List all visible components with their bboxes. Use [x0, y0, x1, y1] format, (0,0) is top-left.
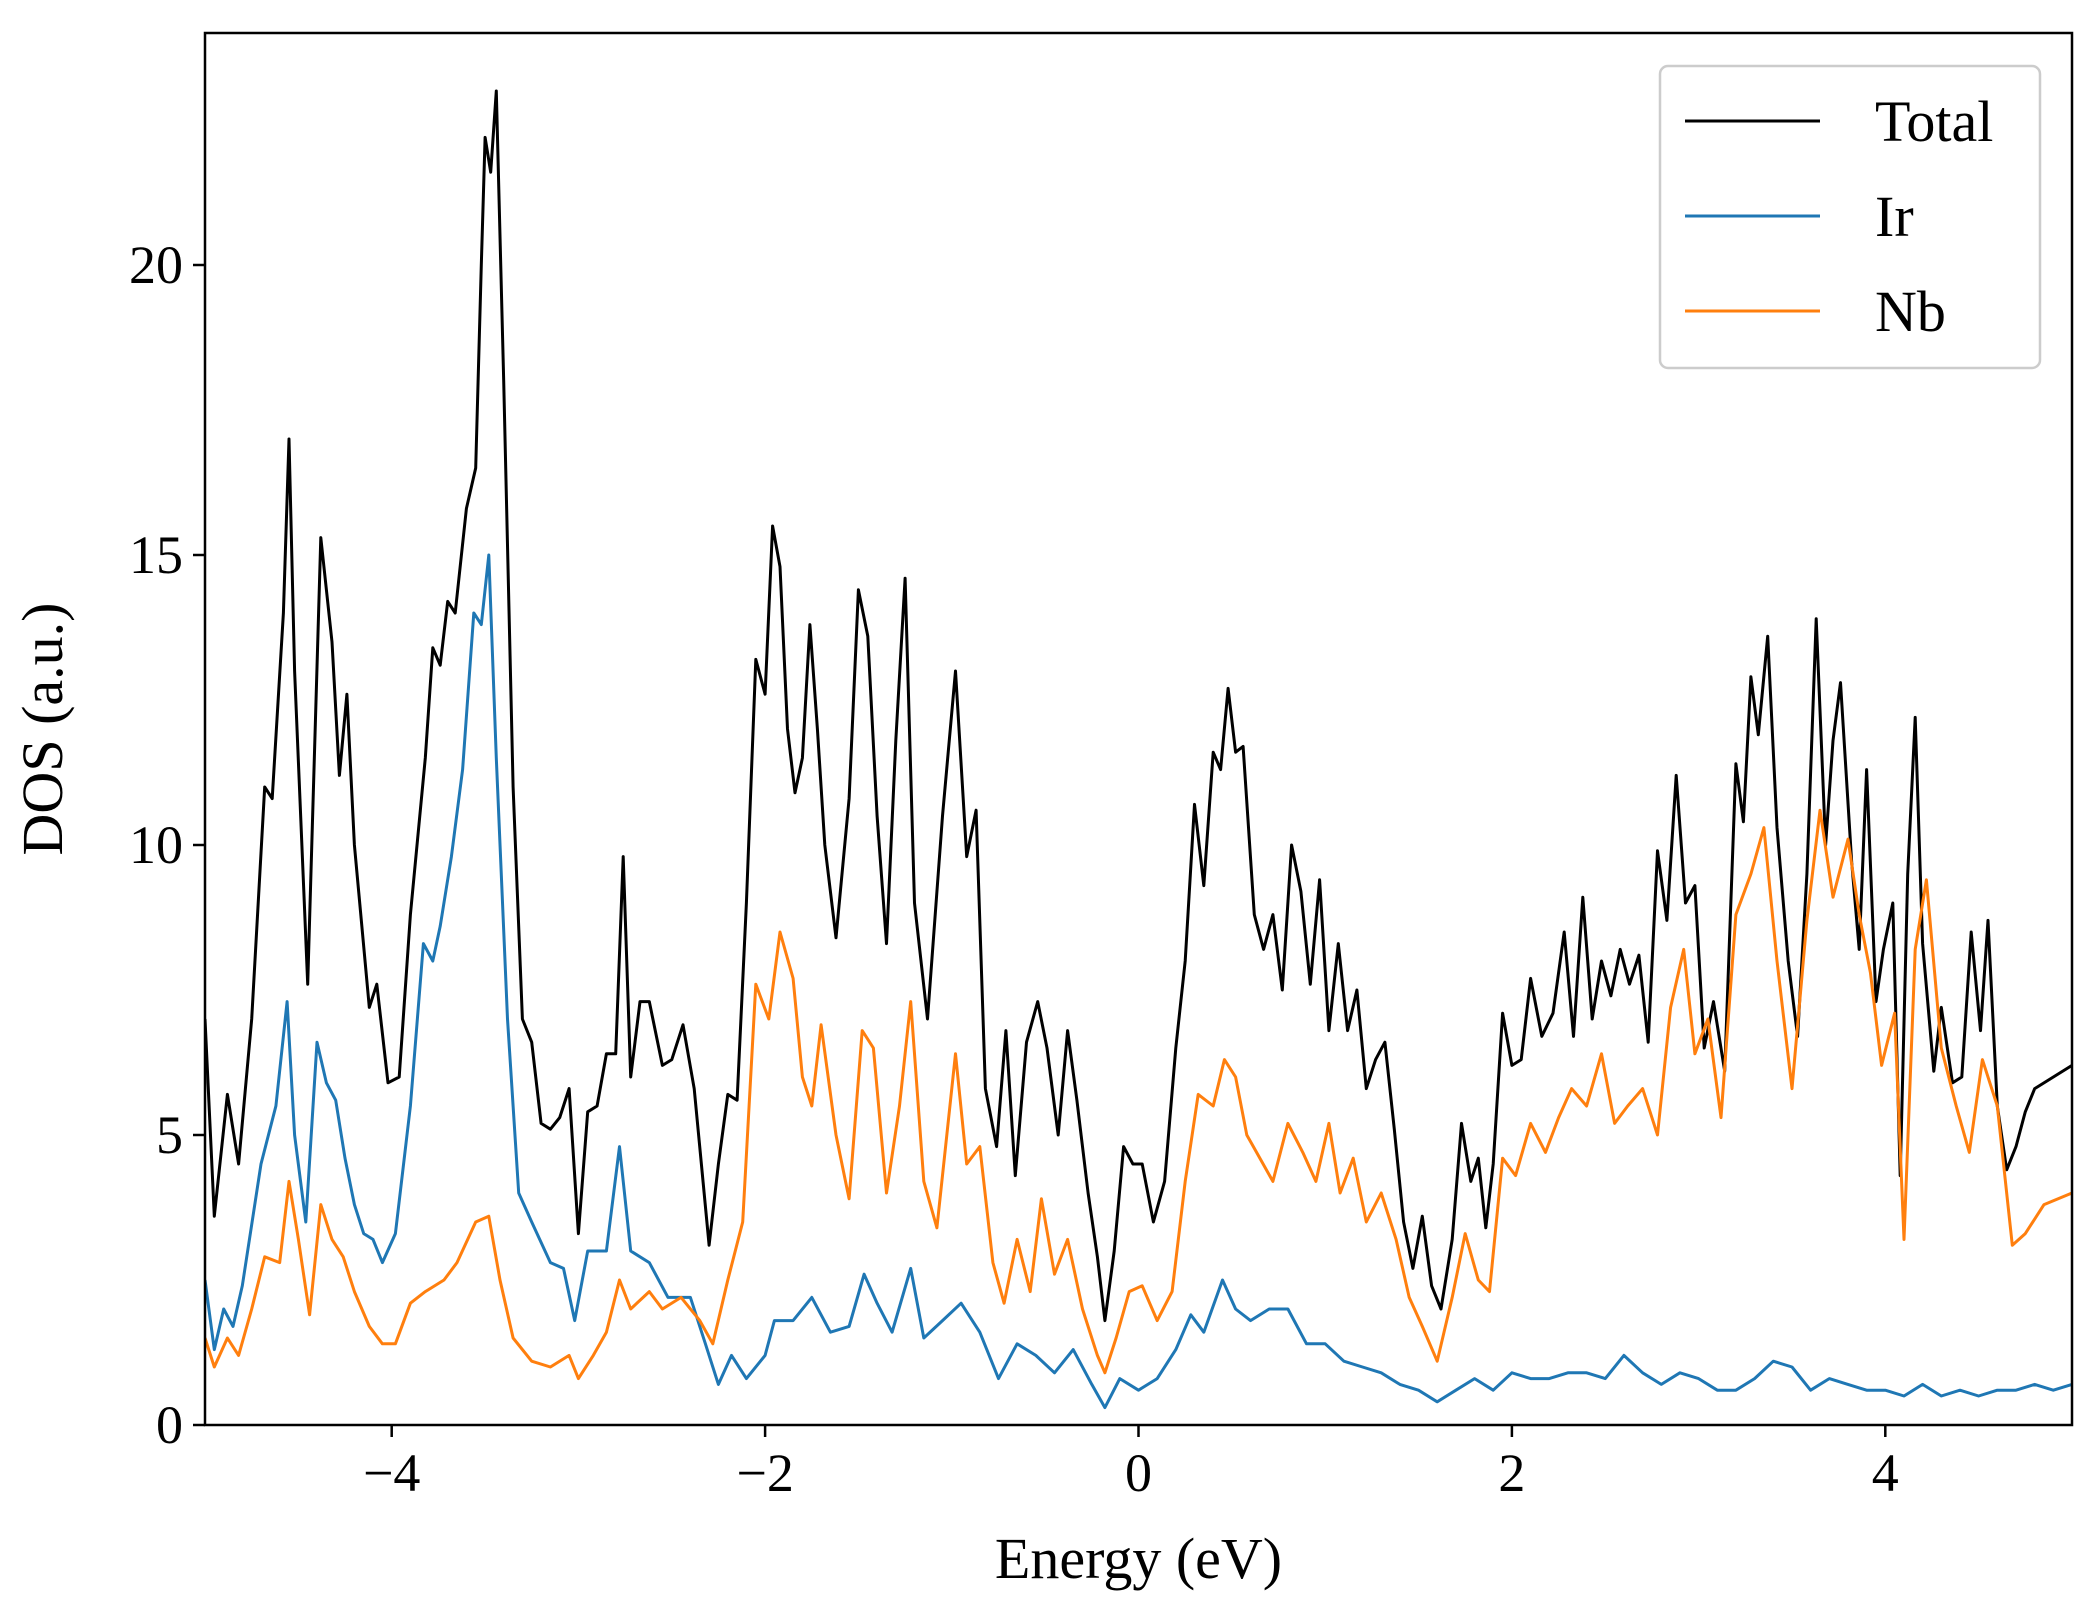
x-axis-ticks: −4 −2 0 2 4 — [363, 1425, 1899, 1503]
legend-box — [1658, 64, 2042, 370]
series-line-total — [205, 89, 2072, 1323]
legend-label-nb: Nb — [1875, 279, 1946, 344]
series-layer — [205, 89, 2072, 1410]
y-tick-label: 20 — [129, 235, 183, 295]
legend-label-ir: Ir — [1875, 184, 1914, 249]
y-tick-label: 10 — [129, 815, 183, 875]
series-line-nb — [205, 808, 2072, 1381]
x-tick-label: −2 — [736, 1443, 793, 1503]
x-tick-label: 2 — [1498, 1443, 1525, 1503]
y-tick-label: 15 — [129, 525, 183, 585]
y-tick-label: 0 — [156, 1395, 183, 1455]
series-line-ir — [205, 553, 2072, 1410]
x-tick-label: 0 — [1125, 1443, 1152, 1503]
x-tick-label: 4 — [1872, 1443, 1899, 1503]
x-axis-label: Energy (eV) — [995, 1526, 1282, 1591]
x-tick-label: −4 — [363, 1443, 420, 1503]
legend-label-total: Total — [1875, 89, 1993, 154]
y-axis-ticks: 0 5 10 15 20 — [129, 235, 205, 1455]
y-tick-label: 5 — [156, 1105, 183, 1165]
legend: Total Ir Nb — [1658, 64, 2042, 370]
y-axis-label: DOS (a.u.) — [10, 603, 75, 856]
